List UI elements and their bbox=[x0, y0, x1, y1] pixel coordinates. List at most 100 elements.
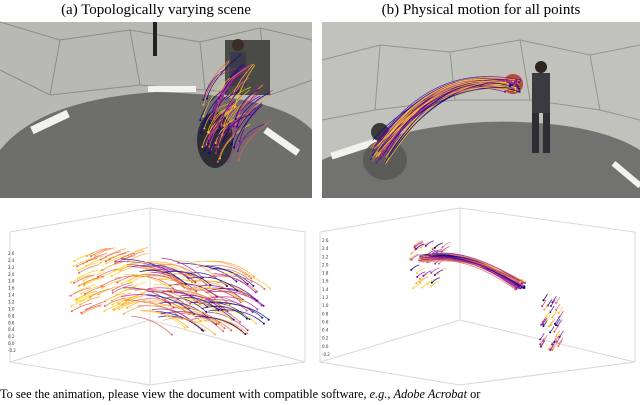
trajectory bbox=[213, 273, 256, 293]
trajectory bbox=[543, 293, 548, 301]
point bbox=[170, 333, 173, 336]
point bbox=[73, 260, 76, 263]
point bbox=[418, 278, 421, 281]
point bbox=[235, 280, 238, 283]
point bbox=[420, 246, 423, 249]
trajectory bbox=[114, 301, 135, 311]
trajectory bbox=[161, 270, 211, 286]
point bbox=[418, 281, 421, 284]
trajectory bbox=[553, 325, 559, 332]
trajectory bbox=[229, 94, 258, 133]
point bbox=[210, 118, 213, 121]
point bbox=[504, 90, 507, 93]
trajectory bbox=[229, 110, 253, 141]
tick-label: -0.2 bbox=[8, 348, 16, 353]
point bbox=[99, 262, 102, 265]
point bbox=[85, 308, 88, 311]
trajectory bbox=[183, 311, 224, 332]
tick-label: 1.8 bbox=[8, 279, 15, 284]
point bbox=[517, 81, 520, 84]
panel-caption: (b) Physical motion for all points bbox=[382, 2, 581, 18]
point bbox=[542, 299, 545, 302]
trajectory bbox=[76, 293, 97, 302]
trajectory bbox=[81, 304, 102, 314]
point bbox=[218, 157, 221, 160]
point bbox=[194, 281, 197, 284]
point bbox=[523, 280, 526, 283]
trajectory bbox=[73, 257, 94, 267]
point bbox=[203, 329, 206, 332]
trajectory bbox=[123, 305, 144, 315]
tick-label: 1.0 bbox=[8, 306, 15, 311]
trajectory bbox=[78, 262, 99, 271]
trajectory bbox=[131, 316, 173, 335]
trajectory bbox=[207, 106, 233, 133]
tick-label: 2.4 bbox=[8, 258, 15, 263]
trajectory bbox=[206, 290, 262, 306]
point bbox=[228, 303, 231, 306]
point bbox=[120, 282, 123, 285]
trajectory bbox=[201, 305, 248, 319]
trajectory bbox=[187, 287, 244, 302]
trajectory bbox=[86, 257, 107, 267]
trajectory bbox=[423, 270, 432, 277]
trajectory bbox=[118, 300, 139, 310]
trajectory bbox=[195, 317, 248, 334]
trajectory bbox=[100, 251, 121, 260]
point bbox=[82, 279, 85, 282]
point bbox=[228, 130, 231, 133]
photo-a bbox=[0, 21, 313, 198]
trajectory bbox=[143, 301, 201, 322]
point bbox=[410, 252, 413, 255]
trajectory bbox=[171, 317, 216, 335]
trajectory bbox=[409, 253, 419, 260]
point bbox=[171, 290, 174, 293]
trajectory bbox=[127, 299, 148, 309]
trajectory bbox=[123, 295, 144, 304]
point bbox=[77, 277, 80, 280]
tick-label: 0.8 bbox=[8, 313, 15, 318]
trajectory bbox=[421, 282, 431, 288]
tick-label: 2.2 bbox=[322, 254, 329, 259]
point bbox=[235, 125, 238, 128]
trajectory bbox=[134, 289, 191, 305]
trajectory bbox=[126, 264, 181, 284]
point bbox=[555, 301, 558, 304]
trajectory bbox=[204, 119, 239, 151]
trajectory bbox=[227, 130, 258, 163]
point bbox=[543, 308, 546, 311]
trajectory bbox=[112, 284, 133, 294]
point bbox=[245, 317, 248, 320]
trajectory bbox=[115, 252, 136, 262]
trajectory bbox=[223, 114, 251, 142]
trajectory bbox=[111, 267, 132, 277]
trajectory bbox=[422, 253, 523, 283]
trajectory bbox=[185, 287, 241, 303]
point bbox=[211, 137, 214, 140]
trajectory bbox=[422, 257, 517, 288]
trajectory bbox=[73, 274, 95, 284]
trajectory bbox=[156, 297, 216, 312]
point bbox=[94, 254, 97, 257]
point bbox=[421, 286, 424, 289]
tick-label: 1.6 bbox=[8, 286, 15, 291]
tick-label: 1.2 bbox=[8, 300, 15, 305]
point bbox=[415, 282, 418, 285]
trajectory bbox=[125, 292, 147, 302]
point bbox=[72, 265, 75, 268]
point bbox=[262, 322, 265, 325]
point bbox=[213, 118, 216, 121]
point bbox=[232, 146, 235, 149]
trajectory bbox=[111, 292, 133, 302]
trajectory bbox=[211, 75, 241, 113]
point bbox=[230, 329, 233, 332]
point bbox=[414, 245, 417, 248]
caption-text: or bbox=[467, 387, 481, 401]
plot-box bbox=[9, 207, 636, 386]
point bbox=[209, 122, 212, 125]
trajectory bbox=[114, 275, 174, 289]
trajectory bbox=[102, 279, 123, 289]
point bbox=[262, 304, 265, 307]
trajectory bbox=[147, 287, 198, 303]
trajectory bbox=[114, 255, 136, 264]
